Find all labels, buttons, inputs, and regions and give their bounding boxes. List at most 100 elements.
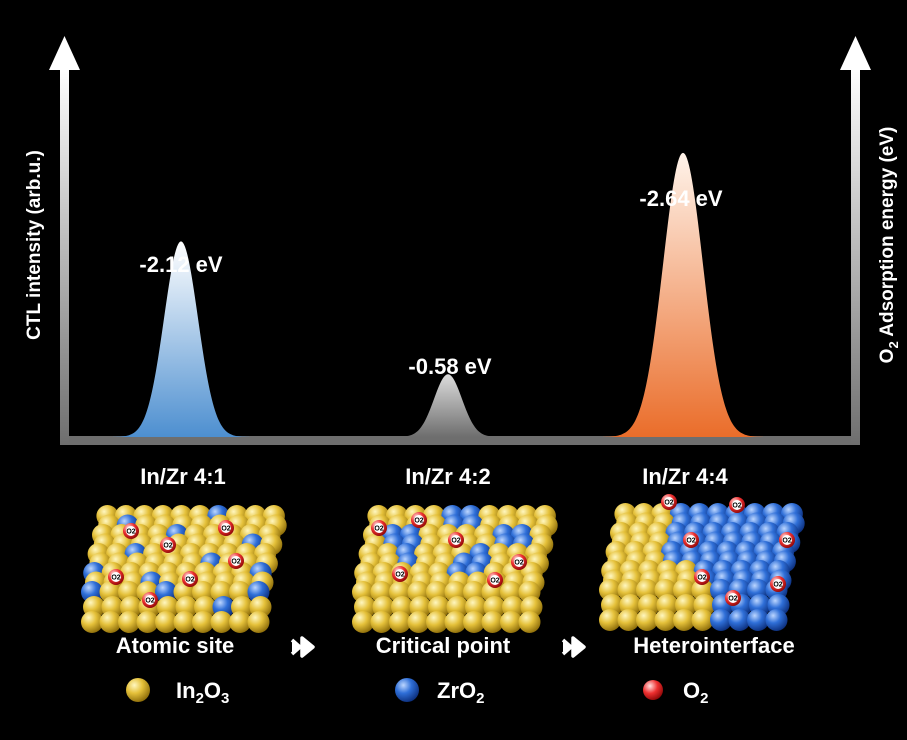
left-axis-label: CTL intensity (arb.u.): [24, 150, 45, 340]
peak-1-curve: [113, 241, 249, 437]
o2-molecule-icon: O2: [661, 494, 677, 510]
o2-label-bg: [111, 572, 121, 582]
o2-molecule-label: O2: [732, 503, 741, 510]
o2-label-bg: [782, 535, 792, 545]
legend-o2: O2: [643, 678, 708, 707]
o2-label-bg: [163, 540, 173, 550]
stage-atomic-site-label: Atomic site: [116, 633, 235, 658]
peak-2-category-label: In/Zr 4:2: [405, 464, 491, 489]
o2-molecule-icon: O2: [683, 532, 699, 548]
o2-molecule-icon: O2: [487, 572, 503, 588]
legend-in2o3-label: In2O3: [176, 678, 229, 707]
o2-molecule-label: O2: [697, 575, 706, 582]
o2-molecule-icon: O2: [108, 569, 124, 585]
in2o3-ball: [389, 611, 411, 633]
o2-molecule-icon: O2: [228, 553, 244, 569]
in2o3-ball: [673, 609, 695, 631]
in2o3-ball: [370, 611, 393, 633]
in2o3-ball: [407, 611, 430, 633]
peak-3-energy-label: -2.64 eV: [639, 186, 722, 211]
o2-molecule-icon: O2: [392, 566, 408, 582]
o2-molecule-label: O2: [414, 518, 423, 525]
in2o3-ball: [247, 611, 270, 633]
o2-molecule-label: O2: [126, 529, 135, 536]
o2-label-bg: [451, 535, 461, 545]
o2-molecule-label: O2: [111, 575, 120, 582]
in2o3-ball: [500, 611, 522, 633]
o2-molecule-label: O2: [451, 538, 460, 545]
o2-molecule-label: O2: [395, 572, 404, 579]
o2-molecule-icon: O2: [448, 532, 464, 548]
o2-molecule-label: O2: [185, 577, 194, 584]
o2-molecule-icon: O2: [371, 520, 387, 536]
peak-2-curve: [392, 374, 504, 437]
in2o3-ball: [99, 611, 122, 633]
o2-molecule-icon: O2: [511, 554, 527, 570]
in2o3-ball: [691, 609, 714, 631]
o2-molecule-icon: O2: [411, 512, 427, 528]
slab-critical-point: O2 O2 O2 O2 O2 O2: [352, 505, 558, 633]
o2-label-bg: [221, 523, 231, 533]
o2-label-bg: [490, 575, 500, 585]
in2o3-ball: [481, 611, 504, 633]
peak-3: -2.64 eV In/Zr 4:4: [603, 152, 763, 489]
stage-critical-point-label: Critical point: [376, 633, 511, 658]
in2o3-ball: [229, 611, 251, 633]
axes: CTL intensity (arb.u.) O2 Adsorption ene…: [24, 36, 901, 445]
o2-label-bg: [414, 515, 424, 525]
peak-1-category-label: In/Zr 4:1: [140, 464, 226, 489]
peak-3-curve: [603, 152, 763, 437]
o2-molecule-icon: O2: [182, 571, 198, 587]
zro2-ball: [765, 609, 788, 631]
o2-molecule-label: O2: [782, 538, 791, 545]
o2-molecule-label: O2: [728, 596, 737, 603]
in2o3-ball: [173, 611, 196, 633]
o2-molecule-icon: O2: [779, 532, 795, 548]
legend-zro2-label: ZrO2: [437, 678, 484, 707]
right-axis-label: O2 Adsorption energy (eV): [877, 127, 901, 364]
baseline-axis: [60, 436, 860, 445]
o2-molecule-label: O2: [664, 500, 673, 507]
legend: In2O3 ZrO2 O2: [126, 678, 708, 707]
o2-ball-icon: [643, 680, 663, 700]
o2-label-bg: [664, 497, 674, 507]
o2-molecule-label: O2: [490, 578, 499, 585]
peak-1: -2.12 eV In/Zr 4:1: [113, 241, 249, 489]
slab-heterointerface: O2 O2 O2 O2 O2 O2 O2: [599, 494, 805, 631]
left-axis: [60, 68, 69, 445]
arrow-icon-2: [561, 636, 586, 658]
o2-molecule-icon: O2: [729, 497, 745, 513]
o2-label-bg: [126, 526, 136, 536]
o2-label-bg: [231, 556, 241, 566]
in2o3-ball: [210, 611, 233, 633]
in2o3-ball-icon: [126, 678, 150, 702]
in2o3-ball: [136, 611, 159, 633]
in2o3-ball: [426, 611, 448, 633]
peak-2: -0.58 eV In/Zr 4:2: [392, 354, 504, 489]
o2-label-bg: [697, 572, 707, 582]
legend-o2-label: O2: [683, 678, 708, 707]
in2o3-ball: [192, 611, 214, 633]
o2-molecule-label: O2: [374, 526, 383, 533]
o2-molecule-label: O2: [163, 543, 172, 550]
zro2-ball: [710, 609, 732, 631]
stage-labels: Atomic site Critical point Heterointerfa…: [116, 633, 795, 658]
slab-atomic-site: O2 O2 O2 O2 O2 O2 O2: [81, 505, 287, 633]
zro2-ball: [728, 609, 751, 631]
legend-zro2: ZrO2: [395, 678, 484, 707]
o2-molecule-icon: O2: [160, 537, 176, 553]
right-axis-arrow: [840, 36, 871, 70]
o2-molecule-label: O2: [231, 559, 240, 566]
in2o3-ball: [599, 609, 621, 631]
legend-in2o3: In2O3: [126, 678, 229, 707]
in2o3-ball: [617, 609, 640, 631]
o2-molecule-icon: O2: [770, 576, 786, 592]
o2-molecule-label: O2: [145, 598, 154, 605]
in2o3-ball: [636, 609, 658, 631]
peak-1-energy-label: -2.12 eV: [139, 252, 222, 277]
o2-molecule-label: O2: [773, 582, 782, 589]
peak-3-category-label: In/Zr 4:4: [642, 464, 728, 489]
o2-label-bg: [374, 523, 384, 533]
right-axis: [851, 68, 860, 445]
